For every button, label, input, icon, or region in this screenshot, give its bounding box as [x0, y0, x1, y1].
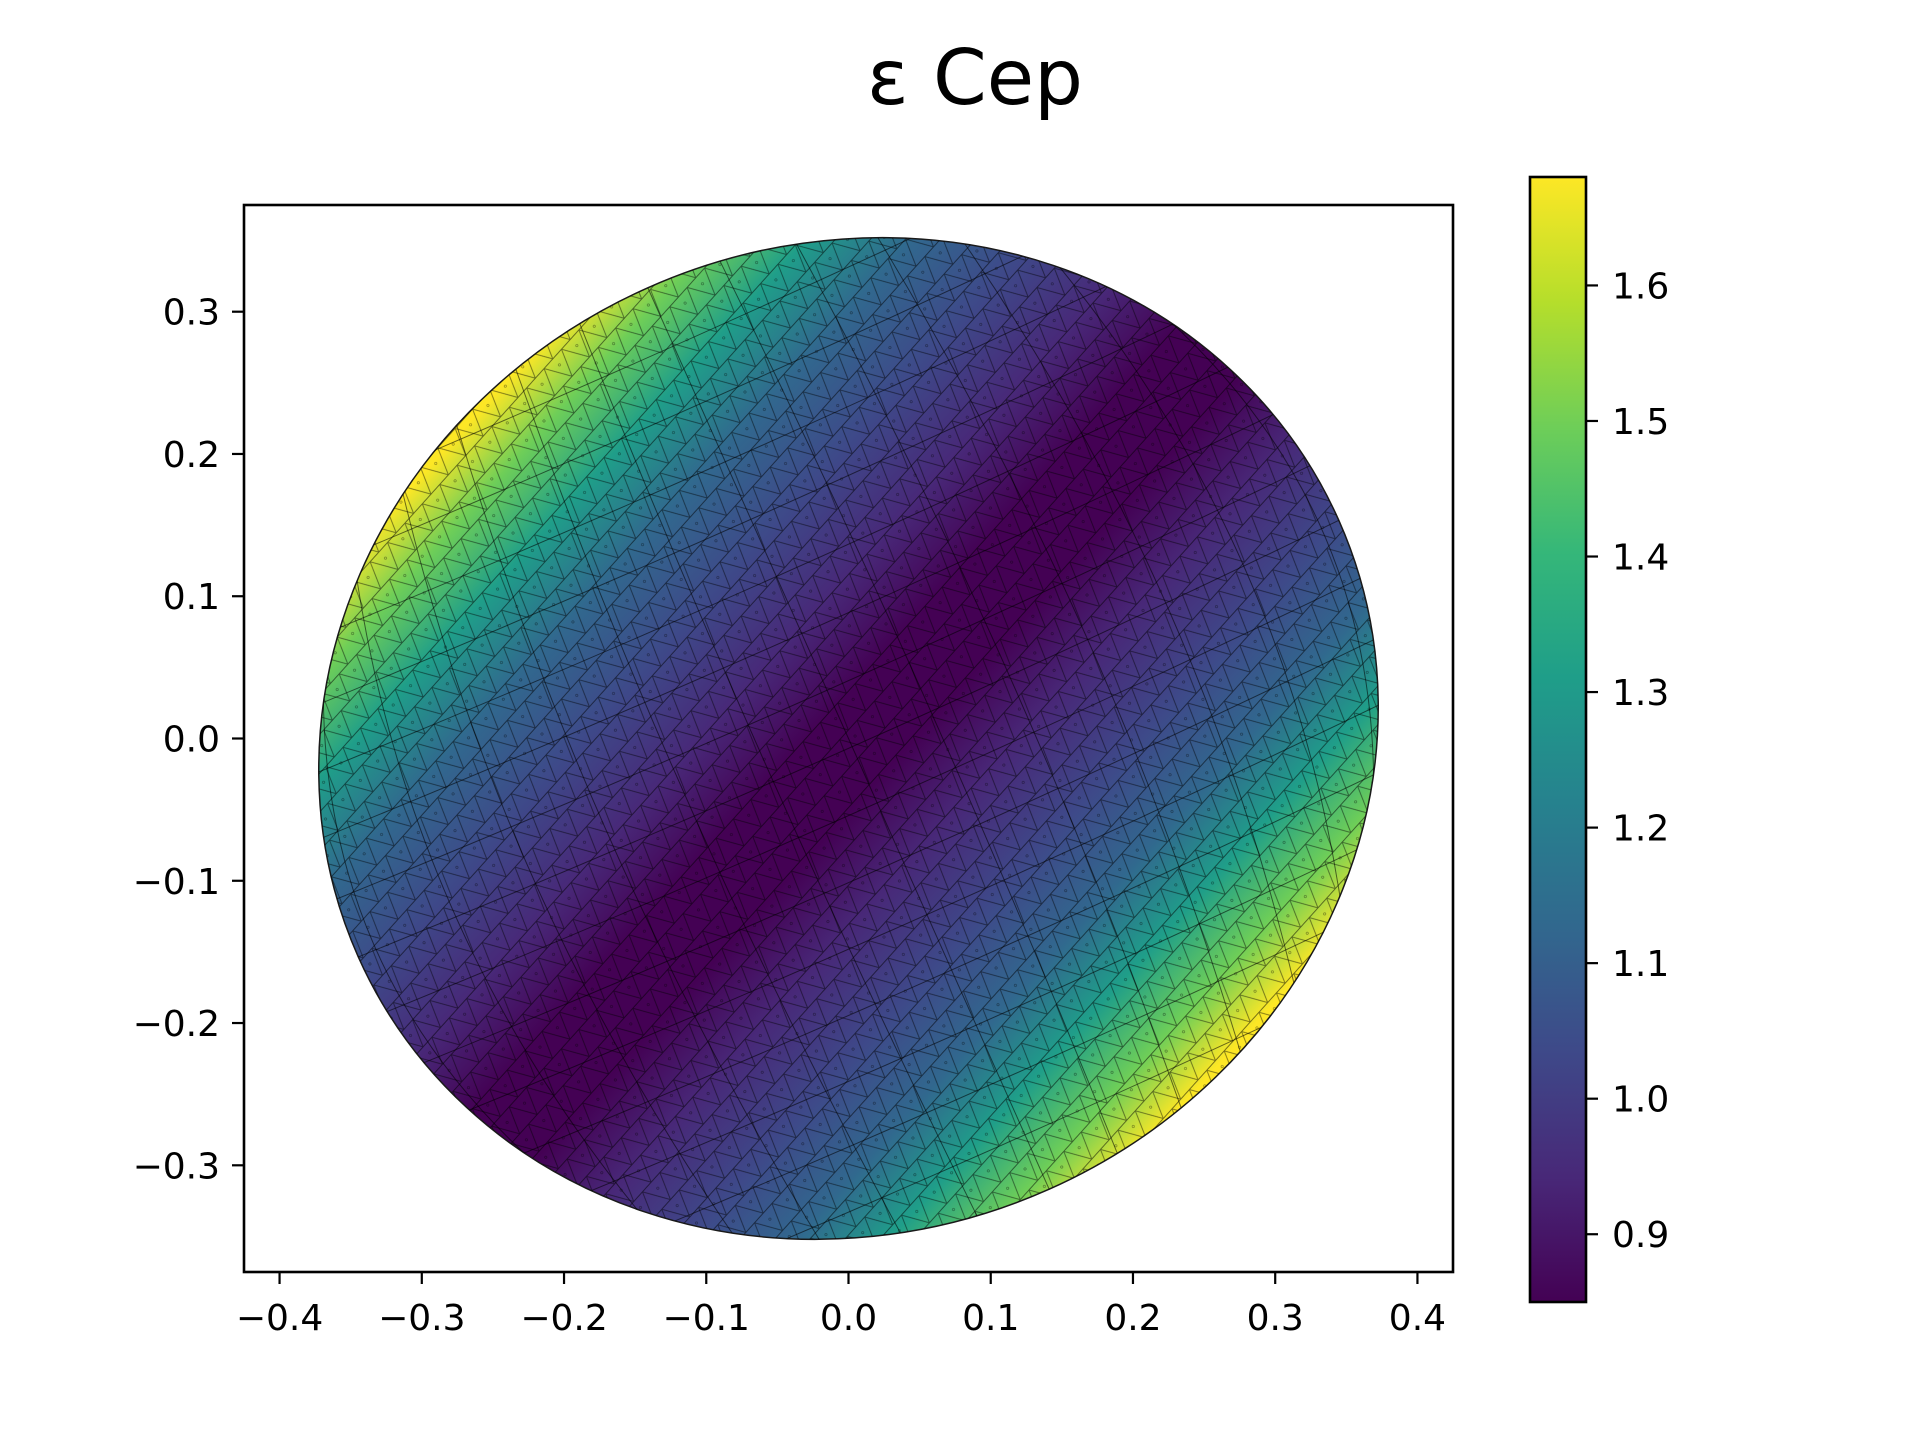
- surface-meridian-line: [322, 689, 534, 1162]
- x-tick-label: −0.4: [236, 1298, 323, 1339]
- x-tick-label: −0.2: [520, 1298, 607, 1339]
- ellipsoid-surface: [314, 233, 1383, 1244]
- surface-meridian-line: [794, 240, 1183, 1112]
- colorbar-tick-label: 1.0: [1612, 1080, 1669, 1121]
- surface-meridian-line: [1056, 263, 1342, 902]
- surface-meridian-line: [577, 319, 980, 1220]
- y-tick-label: 0.0: [163, 720, 220, 761]
- y-tick-label: 0.2: [163, 435, 220, 476]
- x-tick-label: −0.3: [378, 1298, 465, 1339]
- colorbar-tick-label: 1.6: [1612, 266, 1669, 307]
- colorbar-frame: [1528, 175, 1588, 1304]
- chart-title: ε Cep: [867, 34, 1083, 123]
- plot-area: −0.4 −0.3 −0.2 −0.1 0.0 0.1 0.2 0.3 0.4 0.30.20.…: [133, 203, 1455, 1339]
- colorbar-tick-label: 1.1: [1612, 944, 1669, 985]
- colorbar-tick-label: 1.2: [1612, 809, 1669, 850]
- y-tick-label: 0.3: [163, 293, 220, 334]
- y-tick-label: −0.2: [133, 1004, 220, 1045]
- surface-contours: [314, 233, 1383, 1244]
- y-tick-label: −0.3: [133, 1146, 220, 1187]
- surface-meridian-line: [875, 233, 1243, 1056]
- surface-meridian-line: [961, 239, 1296, 988]
- colorbar-tick-label: 1.3: [1612, 673, 1669, 714]
- x-tick-label: 0.2: [1104, 1298, 1161, 1339]
- colorbar-tick-label: 1.4: [1612, 538, 1669, 579]
- y-tick-label: −0.1: [133, 862, 220, 903]
- colorbar-ticks: 0.9 1.0 1.1 1.2 1.3 1.4 1.5 1.6: [1586, 266, 1669, 1256]
- colorbar-tick-label: 1.5: [1612, 402, 1669, 443]
- x-tick-label: 0.0: [820, 1298, 877, 1339]
- x-tick-label: 0.4: [1389, 1298, 1446, 1339]
- x-tick-label: 0.1: [962, 1298, 1019, 1339]
- y-axis: 0.3 0.2 0.1 0.0 −0.1 −0.2 −0.3: [133, 293, 244, 1187]
- x-axis: −0.4 −0.3 −0.2 −0.1 0.0 0.1 0.2 0.3 0.4: [236, 1272, 1446, 1339]
- surface-meridian-line: [717, 257, 1120, 1158]
- surface-meridian-line: [355, 575, 641, 1214]
- y-tick-label: 0.1: [163, 577, 220, 618]
- colorbar-tick-label: 0.9: [1612, 1215, 1669, 1256]
- surface-meridian-line: [401, 489, 736, 1238]
- surface-meridian-line: [645, 283, 1052, 1194]
- x-tick-label: −0.1: [663, 1298, 750, 1339]
- x-tick-label: 0.3: [1247, 1298, 1304, 1339]
- surface-meridian-line: [454, 421, 822, 1244]
- colorbar: 0.9 1.0 1.1 1.2 1.3 1.4 1.5 1.6: [1528, 175, 1669, 1304]
- colorbar-fill: [1530, 177, 1586, 1302]
- surface-meridian-line: [1163, 315, 1375, 788]
- surface-meridian-line: [514, 365, 903, 1237]
